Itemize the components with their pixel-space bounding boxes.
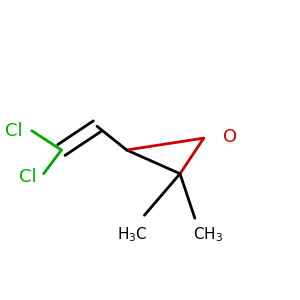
Text: Cl: Cl	[19, 168, 36, 186]
Text: O: O	[223, 128, 237, 146]
Text: H$_3$C: H$_3$C	[117, 226, 148, 244]
Text: Cl: Cl	[5, 122, 23, 140]
Text: CH$_3$: CH$_3$	[193, 226, 223, 244]
